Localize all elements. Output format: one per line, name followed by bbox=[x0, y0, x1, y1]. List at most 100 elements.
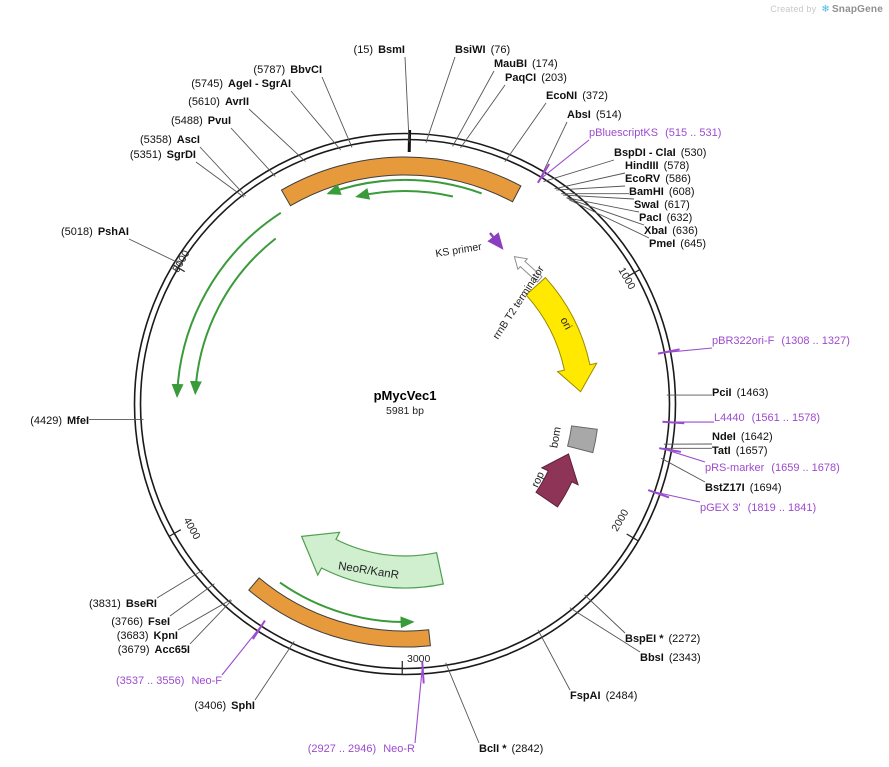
callout-line bbox=[539, 121, 568, 180]
plasmid-title-block: pMycVec1 5981 bp bbox=[330, 388, 480, 417]
ori-feature[interactable] bbox=[525, 276, 598, 393]
orange-feature-arc-top[interactable] bbox=[280, 156, 522, 207]
site-name: BspEI * bbox=[625, 633, 664, 645]
site-pos: (632) bbox=[666, 212, 693, 224]
site-pos: (578) bbox=[663, 160, 690, 172]
primer-label-prs-marker[interactable]: pRS-marker (1659 .. 1678) bbox=[705, 462, 840, 475]
tick-label-4000: 4000 bbox=[181, 515, 203, 541]
site-label-sgrdi[interactable]: (5351) SgrDI bbox=[130, 149, 196, 162]
primer-label-neo-f[interactable]: (3537 .. 3556) Neo-F bbox=[116, 675, 222, 688]
site-pos: (3683) bbox=[116, 630, 149, 642]
site-pos: (5610) bbox=[188, 96, 220, 108]
green-orf-arrow-top-2[interactable] bbox=[355, 187, 454, 200]
site-label-fsei[interactable]: (3766) FseI bbox=[111, 616, 170, 629]
site-name: BstZ17I bbox=[705, 482, 745, 494]
site-label-mfei[interactable]: (4429) MfeI bbox=[30, 415, 89, 428]
site-pos: (372) bbox=[582, 90, 608, 102]
site-label-pshai[interactable]: (5018) PshAI bbox=[61, 226, 129, 239]
primer-label-l4440[interactable]: L4440 (1561 .. 1578) bbox=[714, 412, 820, 425]
primer-name: pBluescriptKS bbox=[589, 127, 659, 139]
site-name: MfeI bbox=[67, 415, 89, 427]
site-label-kpni[interactable]: (3683) KpnI bbox=[117, 630, 178, 643]
site-label-bspdi-clai[interactable]: BspDI - ClaI (530) bbox=[614, 147, 706, 160]
primer-label-pgex-3[interactable]: pGEX 3' (1819 .. 1841) bbox=[700, 502, 816, 515]
callout-line bbox=[460, 84, 506, 149]
green-orf-arrow-left-1[interactable] bbox=[171, 211, 282, 398]
primer-name: Neo-F bbox=[191, 675, 222, 687]
site-name: SphI bbox=[231, 700, 255, 712]
site-name: Acc65I bbox=[154, 644, 190, 656]
site-label-fspai[interactable]: FspAI (2484) bbox=[570, 690, 637, 703]
green-orf-arrow-bottom[interactable] bbox=[279, 581, 415, 629]
site-label-bspei[interactable]: BspEI * (2272) bbox=[625, 633, 700, 646]
site-label-xbai[interactable]: XbaI (636) bbox=[644, 225, 698, 238]
site-label-sphi[interactable]: (3406) SphI bbox=[194, 700, 255, 713]
site-label-absi[interactable]: AbsI (514) bbox=[567, 109, 622, 122]
site-name: XbaI bbox=[644, 225, 668, 237]
site-label-bamhi[interactable]: BamHI (608) bbox=[629, 186, 695, 199]
bom-feature[interactable] bbox=[566, 425, 598, 454]
site-label-paqci[interactable]: PaqCI (203) bbox=[505, 72, 567, 85]
callout-line bbox=[504, 102, 547, 163]
primer-label-neo-r[interactable]: (2927 .. 2946) Neo-R bbox=[308, 743, 415, 756]
site-label-paci[interactable]: PacI (632) bbox=[639, 212, 692, 225]
site-label-bbsi[interactable]: BbsI (2343) bbox=[640, 652, 701, 665]
ori-label[interactable]: ori bbox=[557, 315, 573, 331]
callout-line bbox=[128, 238, 184, 266]
primer-name: pBR322ori-F bbox=[712, 335, 775, 347]
site-label-hindiii[interactable]: HindIII (578) bbox=[625, 160, 689, 173]
tick-label-1000: 1000 bbox=[616, 265, 638, 291]
terminator-feature-arrow[interactable] bbox=[513, 255, 543, 283]
callout-line bbox=[199, 146, 246, 197]
backbone-inner-circle bbox=[139, 138, 671, 670]
callout-line bbox=[156, 569, 203, 599]
site-label-econi[interactable]: EcoNI (372) bbox=[546, 90, 608, 103]
ks-primer-label[interactable]: KS primer bbox=[435, 241, 483, 260]
site-pos: (174) bbox=[532, 58, 558, 70]
site-label-pcii[interactable]: PciI (1463) bbox=[712, 387, 768, 400]
primer-name: pRS-marker bbox=[705, 462, 765, 474]
site-name: BbvCI bbox=[290, 64, 322, 76]
site-label-bstz17i[interactable]: BstZ17I (1694) bbox=[705, 482, 782, 495]
site-label-bseri[interactable]: (3831) BseRI bbox=[89, 598, 157, 611]
neor-kanr-feature[interactable] bbox=[300, 531, 445, 589]
site-label-maubi[interactable]: MauBI (174) bbox=[494, 58, 558, 71]
site-pos: (5358) bbox=[139, 134, 172, 146]
site-label-bbvci[interactable]: (5787) BbvCI bbox=[253, 64, 322, 77]
site-label-avrii[interactable]: (5610) AvrII bbox=[188, 96, 249, 109]
site-label-ndei[interactable]: NdeI (1642) bbox=[712, 431, 773, 444]
tick-1000 bbox=[627, 268, 641, 277]
site-label-bsmi[interactable]: (15) BsmI bbox=[354, 44, 405, 57]
site-label-tati[interactable]: TatI (1657) bbox=[712, 445, 768, 458]
site-pos: (2484) bbox=[605, 690, 638, 702]
primer-label-pbr322ori-f[interactable]: pBR322ori-F (1308 .. 1327) bbox=[712, 335, 850, 348]
bom-label[interactable]: bom bbox=[548, 426, 564, 449]
site-pos: (1657) bbox=[735, 445, 768, 457]
site-label-pvui[interactable]: (5488) PvuI bbox=[171, 115, 231, 128]
rop-feature[interactable] bbox=[535, 453, 579, 508]
site-name: PciI bbox=[712, 387, 732, 399]
site-label-pmei[interactable]: PmeI (645) bbox=[649, 238, 706, 251]
callout-line bbox=[221, 623, 264, 676]
green-orf-arrow-top-1[interactable] bbox=[326, 178, 482, 195]
site-pos: (4429) bbox=[30, 415, 62, 427]
callout-line bbox=[563, 194, 635, 200]
site-label-bcli[interactable]: BclI * (2842) bbox=[479, 743, 543, 756]
orange-feature-arc-bottom[interactable] bbox=[248, 577, 431, 648]
site-label-agei-sgrai[interactable]: (5745) AgeI - SgrAI bbox=[191, 78, 291, 91]
primer-label-pbluescriptks[interactable]: pBluescriptKS (515 .. 531) bbox=[589, 127, 721, 140]
site-name: FspAI bbox=[570, 690, 601, 702]
site-label-asci[interactable]: (5358) AscI bbox=[140, 134, 200, 147]
site-pos: (5488) bbox=[170, 115, 203, 127]
green-orf-arrow-left-2[interactable] bbox=[189, 237, 277, 396]
primer-site-tick bbox=[662, 420, 685, 425]
site-name: PaqCI bbox=[505, 72, 537, 84]
ks-primer-arrow[interactable] bbox=[487, 232, 504, 250]
site-label-acc65i[interactable]: (3679) Acc65I bbox=[118, 644, 190, 657]
site-label-swai[interactable]: SwaI (617) bbox=[634, 199, 690, 212]
plasmid-size: 5981 bp bbox=[386, 405, 424, 417]
site-label-bsiwi[interactable]: BsiWI (76) bbox=[455, 44, 510, 57]
site-label-ecorv[interactable]: EcoRV (586) bbox=[625, 173, 691, 186]
site-pos: (3831) bbox=[89, 598, 121, 610]
